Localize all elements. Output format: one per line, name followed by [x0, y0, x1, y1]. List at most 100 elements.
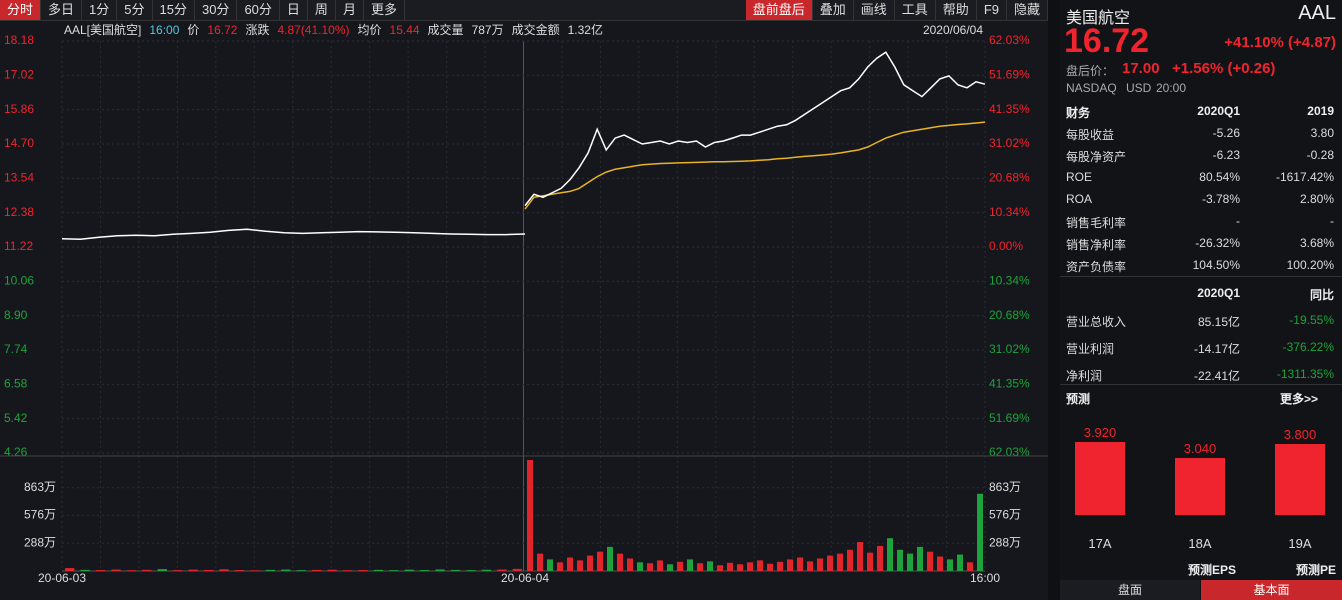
forecast-tab[interactable]: 预测PE — [1295, 563, 1336, 577]
forecast-bar — [1275, 443, 1325, 515]
info-date: 2020/06/04 — [923, 23, 983, 37]
forecast-tab[interactable]: 预测EPS — [1188, 563, 1237, 577]
volume-bar — [637, 562, 643, 571]
tool-button[interactable]: 叠加 — [813, 0, 854, 20]
volume-bar — [967, 562, 973, 571]
table-cell: 营业总收入 — [1066, 315, 1127, 329]
forecast-title: 预测 — [1066, 392, 1091, 406]
volume-bar — [777, 561, 783, 571]
forecast-more[interactable]: 更多>> — [1279, 392, 1318, 406]
info-amount-label: 成交金额 — [512, 22, 560, 37]
volume-bar — [219, 569, 229, 571]
volume-bar — [481, 569, 492, 571]
tab[interactable]: 月 — [336, 0, 364, 20]
table-cell: 每股收益 — [1066, 128, 1115, 142]
tab[interactable]: 多日 — [41, 0, 83, 20]
tab[interactable]: 周 — [308, 0, 336, 20]
stock-change: +41.10% (+4.87) — [1224, 34, 1336, 51]
bottom-tab[interactable]: 盘面 — [1060, 580, 1200, 600]
tab[interactable]: 15分 — [153, 0, 195, 20]
table-cell: -26.32% — [1195, 236, 1240, 250]
tool-button[interactable]: 隐藏 — [1007, 0, 1048, 20]
bottom-tab[interactable]: 基本面 — [1201, 580, 1342, 600]
info-change: 4.87(41.10%) — [277, 23, 349, 37]
pct-label: 10.34% — [989, 274, 1030, 288]
volume-bar — [404, 569, 414, 571]
volume-bar — [557, 562, 563, 571]
forecast-category: 17A — [1088, 536, 1112, 551]
pct-label: 41.35% — [989, 377, 1030, 391]
info-price: 16.72 — [207, 23, 237, 37]
volume-bar — [389, 570, 399, 571]
table-cell: -1617.42% — [1275, 170, 1334, 184]
volume-bar — [203, 569, 214, 571]
price-line — [61, 228, 526, 241]
tab[interactable]: 60分 — [237, 0, 280, 20]
chart: 18.18 62.03% 17.02 51.69% 15.86 41.35% 14.70 31… — [0, 22, 1048, 586]
forecast-value-label: 3.800 — [1283, 426, 1317, 442]
forecast-category: 18A — [1188, 536, 1212, 551]
tool-button[interactable]: F9 — [977, 0, 1007, 20]
tool-button[interactable]: 帮助 — [936, 0, 977, 20]
tool-button[interactable]: 工具 — [895, 0, 936, 20]
volume-bar — [373, 569, 384, 571]
info-avg-label: 均价 — [358, 23, 382, 37]
info-vol-label: 成交量 — [428, 22, 464, 37]
tab[interactable]: 30分 — [195, 0, 238, 20]
volume-bar — [281, 569, 291, 571]
volume-bar — [342, 570, 353, 571]
tab[interactable]: 5分 — [117, 0, 153, 20]
volume-bar — [420, 570, 430, 571]
table-cell: 2.80% — [1299, 192, 1334, 206]
vol-tick-label-right: 576万 — [989, 508, 1021, 522]
pct-label: 0.00% — [989, 239, 1023, 253]
volume-bar — [907, 553, 913, 571]
pct-label: 62.03% — [989, 33, 1030, 47]
table-cell: 营业利润 — [1066, 342, 1115, 356]
volume-bar — [797, 557, 803, 571]
volume-bar — [947, 559, 953, 571]
table-cell: 3.80 — [1310, 126, 1334, 140]
time: 20:00 — [1156, 81, 1187, 95]
divider — [1060, 276, 1342, 277]
volume-bar — [607, 546, 613, 571]
tab[interactable]: 1分 — [82, 0, 118, 20]
forecast-bar — [1175, 458, 1225, 515]
table-cell: 资产负债率 — [1066, 260, 1127, 274]
info-price-label: 价 — [187, 23, 199, 37]
table-cell: 每股净资产 — [1066, 150, 1127, 164]
stock-name: 美国航空 — [1066, 10, 1131, 27]
divider — [1060, 384, 1342, 385]
table-cell: 100.20% — [1286, 258, 1334, 272]
y-tick-label: 6.58 — [4, 377, 28, 391]
volume-bar — [977, 493, 983, 571]
volume-bar — [807, 561, 813, 571]
volume-bar — [757, 560, 763, 571]
table-cell: -19.55% — [1289, 313, 1334, 327]
y-tick-label: 8.90 — [4, 308, 28, 322]
volume-bar — [787, 559, 793, 571]
after-change: +1.56% (+0.26) — [1172, 60, 1276, 77]
volume-bar — [466, 570, 476, 571]
tab[interactable]: 分时 — [0, 0, 42, 20]
table-cell: 80.54% — [1199, 170, 1240, 184]
vol-tick-label-right: 863万 — [989, 480, 1021, 494]
table-cell: -1311.35% — [1276, 367, 1334, 381]
pct-label: 31.02% — [989, 136, 1030, 150]
stock-price: 16.72 — [1064, 22, 1150, 60]
volume-bar — [897, 549, 903, 571]
tab[interactable]: 日 — [280, 0, 308, 20]
tab[interactable]: 更多 — [364, 0, 405, 20]
pct-label: 51.69% — [989, 68, 1030, 82]
y-tick-label: 15.86 — [4, 102, 34, 116]
y-tick-label: 17.02 — [4, 68, 34, 82]
table-header: 同比 — [1309, 288, 1334, 302]
tool-button[interactable]: 画线 — [854, 0, 895, 20]
volume-bar — [617, 553, 623, 571]
tool-button[interactable]: 盘前盘后 — [745, 0, 813, 20]
table-header: 财务 — [1066, 106, 1091, 120]
volume-bar — [917, 546, 923, 571]
volume-bar — [173, 570, 183, 571]
x-label: 20-06-03 — [38, 571, 86, 585]
